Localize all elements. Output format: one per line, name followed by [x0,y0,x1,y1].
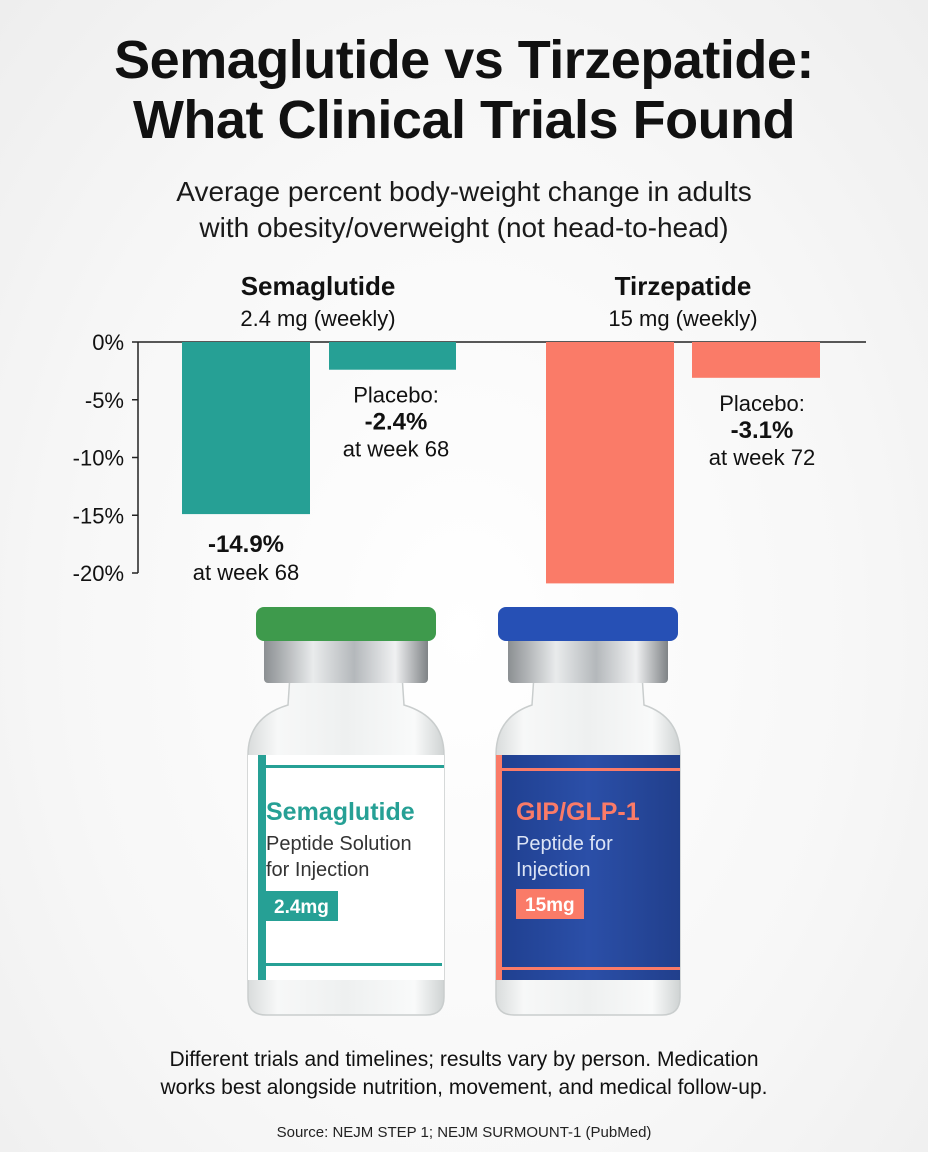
vial-desc-line-1: Peptide Solution [266,833,412,855]
vial-label [496,755,680,980]
title-line-1: Semaglutide vs Tirzepatide: [114,30,814,90]
vial-desc-line-2: for Injection [266,859,369,881]
vial-label-rule-bottom [266,963,442,966]
placebo-label: Placebo: [719,391,805,416]
bar [329,342,456,370]
vial-brand-text: GIP/GLP-1 [516,798,640,826]
bar-value-label: -3.1% [731,417,794,444]
y-tick-label: -15% [73,503,124,528]
y-tick-label: -20% [73,561,124,586]
subtitle: Average percent body-weight change in ad… [0,174,928,246]
vial-crimp [508,635,668,683]
page-title: Semaglutide vs Tirzepatide: What Clinica… [0,30,928,150]
vial-label-rule-top [502,768,680,771]
bar-week-label: at week 68 [343,437,449,462]
vial-label [248,755,444,980]
semaglutide-vial: Semaglutide Peptide Solution for Injecti… [247,607,445,1016]
title-line-2: What Clinical Trials Found [132,90,796,150]
vial-brand-text: Semaglutide [266,798,415,826]
subtitle-line-1: Average percent body-weight change in ad… [176,176,752,207]
group-name-label: Semaglutide [241,271,396,301]
vial-dose-text: 2.4mg [274,897,329,918]
vial-dose-text: 15mg [525,895,575,916]
footnote-line-1: Different trials and timelines; results … [169,1048,759,1071]
vial-crimp [264,635,428,683]
vial-desc-line-1: Peptide for [516,833,613,855]
vial-label-rule-top [266,765,444,768]
subtitle-line-2: with obesity/overweight (not head-to-hea… [199,212,729,243]
bar-chart: 0% -5% -10% -15% -20% Semaglutide 2.4 mg (week… [73,271,866,586]
bar-week-label: at week 72 [709,445,815,470]
bar-value-label: -2.4% [365,409,428,436]
bar [182,342,310,515]
y-tick-label: -5% [85,388,124,413]
vial-desc-line-2: Injection [516,859,591,881]
vial-dose-badge [266,891,338,921]
bar-value-label: -14.9% [208,531,284,558]
y-tick-label: 0% [92,330,124,355]
vial-label-stripe [496,755,502,980]
bar [546,342,674,584]
vial-dose-badge [516,889,584,919]
group-dose-label: 2.4 mg (weekly) [240,306,395,331]
tirzepatide-vial: GIP/GLP-1 Peptide for Injection 15mg [495,607,681,1016]
vial-cap [498,607,678,641]
vial-cap [256,607,436,641]
group-name-label: Tirzepatide [615,271,752,301]
footnote: Different trials and timelines; results … [0,1046,928,1102]
vial-label-rule-bottom [502,967,680,970]
group-dose-label: 15 mg (weekly) [608,306,757,331]
source-citation: Source: NEJM STEP 1; NEJM SURMOUNT-1 (Pu… [276,1124,652,1141]
footnote-line-2: works best alongside nutrition, movement… [160,1076,768,1099]
y-tick-label: -10% [73,446,124,471]
vial-label-stripe [258,755,266,980]
placebo-label: Placebo: [353,383,439,408]
bar [692,342,820,378]
bar-week-label: at week 68 [193,560,299,585]
